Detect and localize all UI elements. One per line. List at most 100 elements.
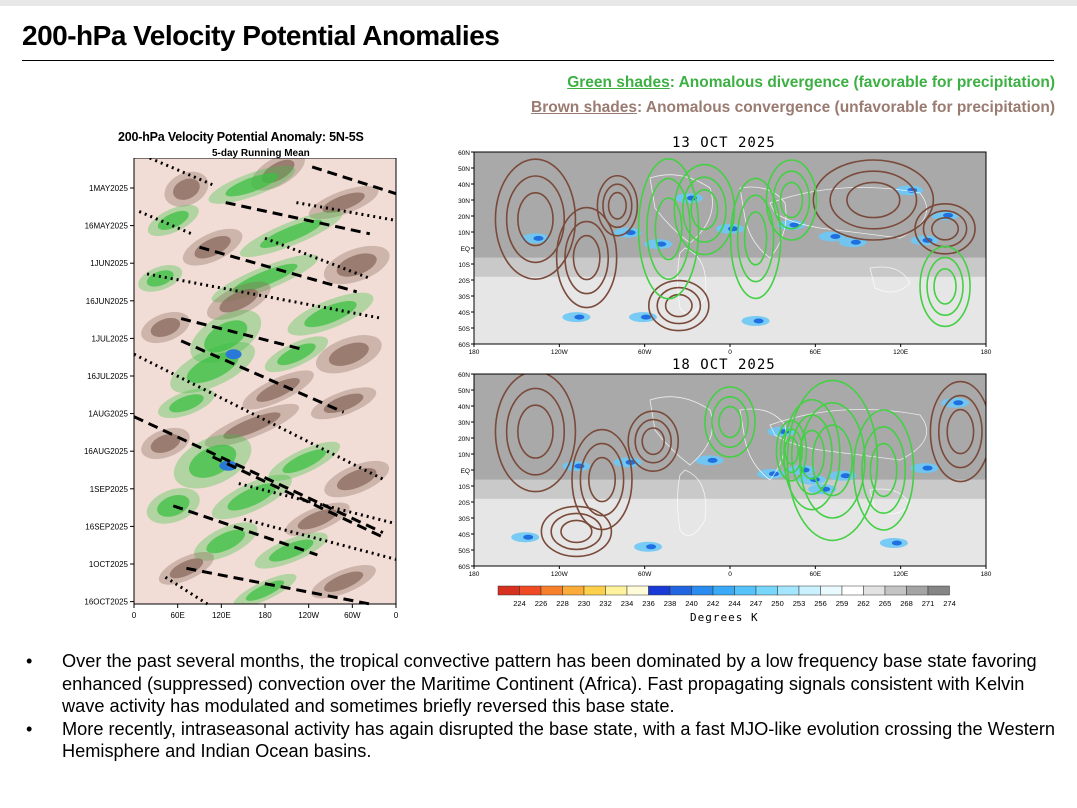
hovmoller-anomaly-core xyxy=(204,320,248,353)
map-x-tick-label: 60W xyxy=(638,571,652,578)
map-x-tick-label: 120W xyxy=(551,571,569,578)
hovmoller-dashed-track xyxy=(180,339,345,414)
map-divergence-contour xyxy=(811,424,854,497)
map-divergence-contour xyxy=(765,159,818,241)
map-convergence-contour xyxy=(812,159,935,241)
hovmoller-dotted-track xyxy=(264,236,371,280)
hovmoller-anomaly-core xyxy=(259,219,323,248)
map-x-tick-label: 0 xyxy=(728,349,732,356)
map-convergence-contour xyxy=(914,203,976,255)
map-y-tick-label: EQ xyxy=(461,468,470,475)
hovmoller-anomaly-core xyxy=(223,412,281,439)
map-divergence-contour xyxy=(690,188,719,231)
map-cold-cloud-core xyxy=(830,233,841,239)
map-divergence-contour xyxy=(798,429,826,480)
hovmoller-dashed-track xyxy=(311,165,397,196)
map-cold-cloud-core xyxy=(640,314,651,320)
colorbar-swatch xyxy=(562,585,585,596)
map-y-tick-label: 40S xyxy=(458,310,470,317)
hovmoller-dotted-track xyxy=(243,517,397,561)
hovmoller-anomaly-core xyxy=(336,468,377,491)
hovmoller-x-tick-label: 180 xyxy=(258,611,272,620)
hovmoller-strong-anomaly xyxy=(225,349,242,360)
colorbar-swatch xyxy=(669,585,692,596)
map-cold-cloud-core xyxy=(922,465,933,471)
colorbar-tick-label: 236 xyxy=(642,599,655,608)
map-cold-cloud-core xyxy=(646,544,657,550)
map-bottom-title: 18 OCT 2025 xyxy=(672,357,776,373)
map-x-tick-label: 180 xyxy=(469,571,480,578)
map-x-tick-label: 60W xyxy=(638,349,652,356)
hovmoller-anomaly-core xyxy=(256,378,300,402)
hovmoller-anomaly-core xyxy=(169,394,204,413)
map-x-tick-label: 0 xyxy=(728,571,732,578)
hovmoller-anomaly-core xyxy=(173,178,200,200)
map-convergence-contour xyxy=(634,418,672,464)
colorbar-tick-label: 250 xyxy=(771,599,784,608)
map-cloud-band xyxy=(474,479,986,499)
colorbar-tick-label: 232 xyxy=(599,599,612,608)
hovmoller-y-tick-label: 1AUG2025 xyxy=(88,410,128,419)
map-divergence-contour xyxy=(926,256,964,316)
colorbar-swatch xyxy=(863,585,886,596)
map-y-tick-label: 40N xyxy=(458,182,470,189)
map-18oct: 60N50N40N30N20N10NEQ10S20S30S40S50S60S18… xyxy=(458,372,992,578)
map-x-tick-label: 180 xyxy=(981,571,992,578)
map-x-tick-label: 180 xyxy=(981,349,992,356)
map-convergence-contour xyxy=(550,512,603,551)
colorbar-swatch xyxy=(927,585,950,596)
map-convergence-contour xyxy=(517,404,554,459)
colorbar: 224 226 228 230 232 234 236 238 240 242 244 247 250 2… xyxy=(497,585,956,608)
map-divergence-contour xyxy=(646,177,691,281)
hovmoller-chart: 1MAY2025 16MAY2025 1JUN2025 16JUN2025 1JUL20… xyxy=(84,158,399,620)
bullet-item: • More recently, intraseasonal activity h… xyxy=(26,718,1056,763)
map-cold-cloud-core xyxy=(789,222,800,228)
map-convergence-contour xyxy=(931,217,960,241)
legend-convergence-term: Brown shades xyxy=(531,99,637,116)
colorbar-swatch xyxy=(906,585,929,596)
map-y-tick-label: 20N xyxy=(458,436,470,443)
map-y-tick-label: 20S xyxy=(458,500,470,507)
map-convergence-contour xyxy=(656,286,702,325)
map-convergence-contour xyxy=(564,220,610,295)
colorbar-tick-label: 226 xyxy=(535,599,548,608)
bullet-dot-icon: • xyxy=(26,718,33,739)
map-y-tick-label: 10S xyxy=(458,262,470,269)
map-cold-cloud-core xyxy=(891,540,902,546)
map-coastline xyxy=(739,408,787,481)
hovmoller-anomaly-core xyxy=(157,210,189,230)
map-divergence-contour xyxy=(718,405,742,439)
map-divergence-contour xyxy=(711,395,749,449)
hovmoller-y-tick-label: 16OCT2025 xyxy=(84,598,128,607)
hovmoller-y-tick-label: 16JUL2025 xyxy=(87,372,128,381)
colorbar-tick-label: 240 xyxy=(685,599,698,608)
colorbar-tick-label: 234 xyxy=(621,599,634,608)
map-cold-cloud-core xyxy=(943,212,954,218)
map-field xyxy=(474,158,986,344)
hovmoller-anomaly-core xyxy=(268,539,314,562)
map-y-tick-label: 50S xyxy=(458,326,470,333)
map-convergence-contour xyxy=(494,374,577,493)
map-divergence-contour xyxy=(772,170,811,230)
hovmoller-dashed-track xyxy=(172,504,318,557)
hovmoller-anomaly-core xyxy=(297,509,338,530)
map-cold-cloud-core xyxy=(707,457,718,463)
map-y-tick-label: 60S xyxy=(458,564,470,571)
map-divergence-contour xyxy=(852,409,915,531)
hovmoller-field xyxy=(138,158,390,604)
map-cold-cloud-core xyxy=(574,314,585,320)
map-convergence-contour xyxy=(596,174,639,237)
bullet-dot-icon: • xyxy=(26,651,33,671)
colorbar-tick-label: 268 xyxy=(900,599,913,608)
map-convergence-contour xyxy=(946,408,975,455)
map-y-tick-label: 60S xyxy=(458,342,470,349)
colorbar-tick-label: 262 xyxy=(857,599,870,608)
hovmoller-anomaly-core xyxy=(219,289,259,313)
map-divergence-contour xyxy=(654,197,683,261)
colorbar-swatch xyxy=(519,585,542,596)
hovmoller-dotted-track xyxy=(133,352,384,481)
hovmoller-dotted-track xyxy=(146,272,384,321)
colorbar-swatch xyxy=(798,585,821,596)
colorbar-tick-label: 253 xyxy=(793,599,806,608)
colorbar-tick-label: 274 xyxy=(943,599,956,608)
